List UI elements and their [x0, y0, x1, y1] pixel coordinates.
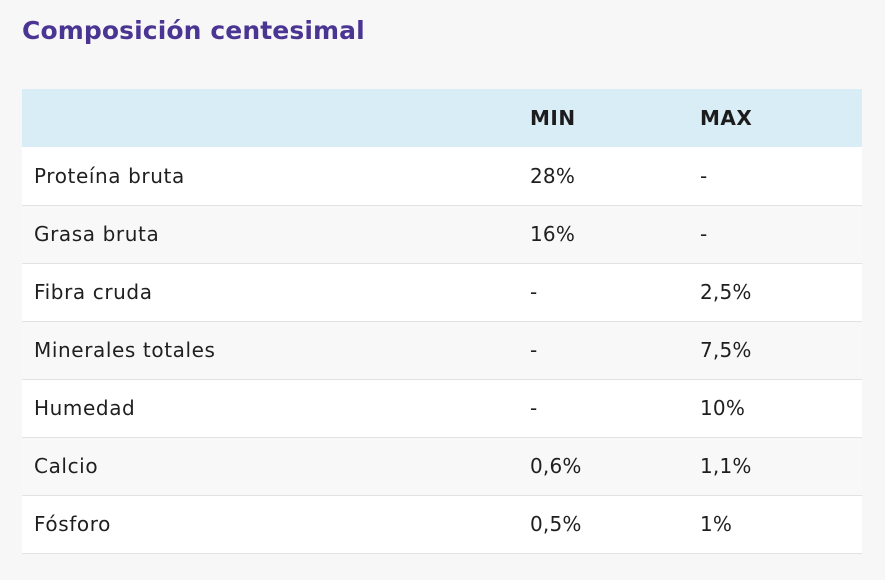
- min-value: -: [530, 338, 538, 362]
- nutrient-name: Grasa bruta: [34, 222, 160, 246]
- table-body: Proteína bruta 28% - Grasa bruta 16% - F…: [22, 147, 862, 553]
- max-value: 2,5%: [700, 280, 752, 304]
- min-value: -: [530, 280, 538, 304]
- max-value: -: [700, 163, 708, 188]
- table-row: Calcio 0,6% 1,1%: [22, 437, 862, 495]
- max-value: -: [700, 222, 708, 246]
- header-name: [22, 89, 519, 147]
- nutrient-name: Fibra cruda: [34, 280, 153, 304]
- nutrient-name: Minerales totales: [34, 338, 216, 362]
- min-value: 0,5%: [530, 512, 582, 536]
- table-row: Grasa bruta 16% -: [22, 205, 862, 263]
- max-value: 7,5%: [700, 338, 752, 362]
- max-value: 10%: [700, 396, 746, 420]
- nutrient-name: Humedad: [34, 396, 136, 420]
- composition-table: MIN MAX Proteína bruta 28% - Grasa bruta…: [22, 89, 862, 554]
- table-header-row: MIN MAX: [22, 89, 862, 147]
- page-title: Composición centesimal: [22, 16, 365, 45]
- table-row: Minerales totales - 7,5%: [22, 321, 862, 379]
- table-row: Proteína bruta 28% -: [22, 147, 862, 205]
- table-row: Fibra cruda - 2,5%: [22, 263, 862, 321]
- min-value: 28%: [530, 163, 576, 188]
- table-header: MIN MAX: [22, 89, 862, 147]
- max-value: 1%: [700, 512, 733, 536]
- table-row: Fósforo 0,5% 1%: [22, 495, 862, 553]
- max-value: 1,1%: [700, 454, 752, 478]
- min-value: -: [530, 396, 538, 420]
- nutrient-name: Fósforo: [34, 512, 111, 536]
- table-row: Humedad - 10%: [22, 379, 862, 437]
- nutrient-name: Proteína bruta: [34, 163, 185, 188]
- nutrient-name: Calcio: [34, 454, 99, 478]
- header-max: MAX: [700, 106, 753, 130]
- min-value: 16%: [530, 222, 576, 246]
- min-value: 0,6%: [530, 454, 582, 478]
- header-min: MIN: [530, 106, 576, 130]
